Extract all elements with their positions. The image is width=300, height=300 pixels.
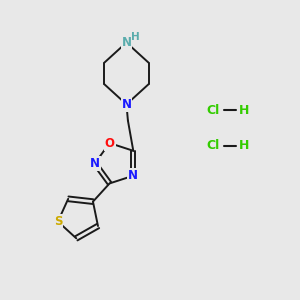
- Text: H: H: [238, 139, 249, 152]
- Text: H: H: [238, 104, 249, 117]
- Text: Cl: Cl: [207, 139, 220, 152]
- Text: N: N: [128, 169, 138, 182]
- Text: N: N: [90, 157, 100, 170]
- Text: O: O: [105, 136, 115, 150]
- Text: S: S: [54, 215, 62, 228]
- Text: H: H: [131, 32, 140, 42]
- Text: N: N: [122, 36, 131, 49]
- Text: N: N: [122, 98, 131, 111]
- Text: Cl: Cl: [207, 104, 220, 117]
